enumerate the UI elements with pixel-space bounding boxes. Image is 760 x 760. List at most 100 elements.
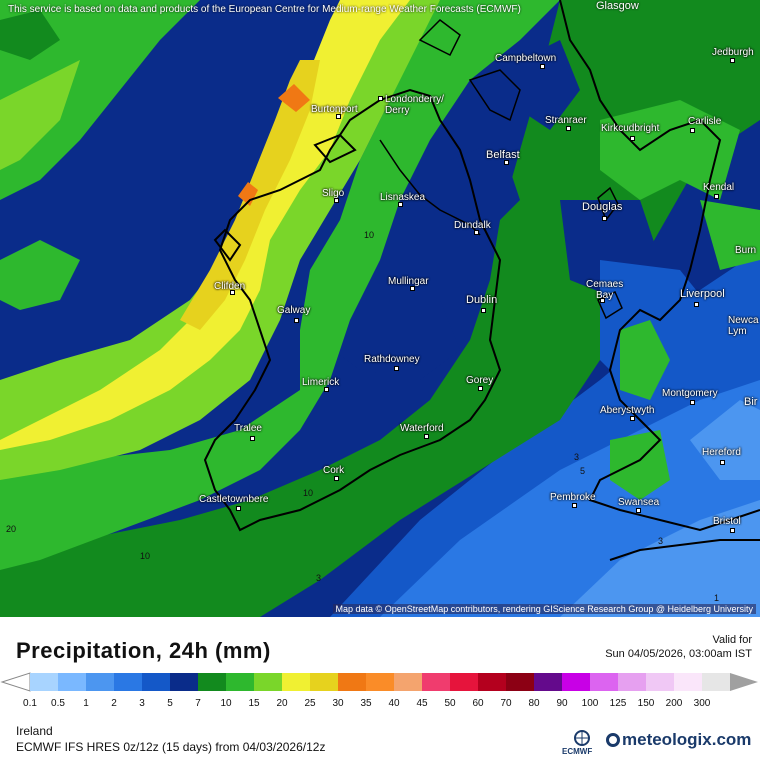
legend-tick-label: 2 [111, 698, 117, 709]
legend-swatch [170, 673, 199, 691]
city-dot [474, 230, 479, 235]
city-kirkcudbright[interactable]: Kirkcudbright [601, 123, 660, 134]
city-burtonport[interactable]: Burtonport [311, 104, 358, 115]
legend-tick-label: 125 [609, 698, 627, 709]
region-label: Ireland [16, 724, 53, 738]
map-attribution[interactable]: Map data © OpenStreetMap contributors, r… [332, 604, 756, 614]
legend-swatch [646, 673, 675, 691]
legend-tick-label: 0.1 [23, 698, 37, 709]
legend-min-arrow [0, 672, 31, 692]
city-montgomery[interactable]: Montgomery [662, 388, 718, 399]
legend-swatch [254, 673, 283, 691]
legend-swatch [674, 673, 703, 691]
city-dot [600, 298, 605, 303]
city-hereford[interactable]: Hereford [702, 447, 741, 458]
color-legend [0, 672, 758, 692]
city-aberystwyth[interactable]: Aberystwyth [600, 405, 655, 416]
chart-title: Precipitation, 24h (mm) [16, 638, 271, 663]
city-lisnaskea[interactable]: Lisnaskea [380, 192, 426, 203]
legend-swatch [506, 673, 535, 691]
city-dot [714, 194, 719, 199]
city-gorey[interactable]: Gorey [466, 375, 494, 386]
legend-swatch [422, 673, 451, 691]
city-limerick[interactable]: Limerick [302, 377, 340, 388]
contour-label: 10 [140, 551, 151, 561]
legend-swatch [282, 673, 311, 691]
legend-max-arrow [730, 673, 758, 691]
legend-swatch [562, 673, 591, 691]
legend-swatch [226, 673, 255, 691]
city-liverpool[interactable]: Liverpool [680, 288, 725, 300]
legend-swatch [394, 673, 423, 691]
city-douglas[interactable]: Douglas [582, 201, 623, 213]
legend-tick-label: 200 [665, 698, 683, 709]
city-cemaes-bay[interactable]: Cemaes Bay [586, 279, 624, 301]
legend-swatch [114, 673, 143, 691]
ecmwf-logo-icon[interactable] [562, 728, 602, 758]
city-jedburgh[interactable]: Jedburgh [712, 47, 754, 58]
city-dot [481, 308, 486, 313]
meteologix-logo[interactable]: meteologix.com [606, 730, 751, 750]
city-dot [334, 476, 339, 481]
legend-tick-label: 150 [637, 698, 655, 709]
edge-label-glasgow: Glasgow [596, 0, 639, 12]
legend-swatch [58, 673, 87, 691]
city-waterford[interactable]: Waterford [400, 423, 444, 434]
city-bir[interactable]: Bir [744, 396, 758, 408]
legend-swatch [450, 673, 479, 691]
city-dot [424, 434, 429, 439]
city-dot [540, 64, 545, 69]
city-dot [250, 436, 255, 441]
legend-swatch [478, 673, 507, 691]
city-dot [636, 508, 641, 513]
city-dot [630, 136, 635, 141]
city-belfast[interactable]: Belfast [486, 149, 520, 161]
legend-swatch [702, 673, 731, 691]
city-burn[interactable]: Burn [735, 245, 757, 256]
city-sligo[interactable]: Sligo [322, 188, 345, 199]
legend-swatch [310, 673, 339, 691]
legend-tick-label: 35 [360, 698, 372, 709]
valid-date: Sun 04/05/2026, 03:00am IST [605, 648, 752, 660]
legend-swatch [534, 673, 563, 691]
city-swansea[interactable]: Swansea [618, 497, 660, 508]
legend-tick-label: 5 [167, 698, 173, 709]
city-rathdowney[interactable]: Rathdowney [364, 354, 420, 365]
city-newcastle-lyme[interactable]: Newca Lym [728, 315, 759, 337]
city-mullingar[interactable]: Mullingar [388, 276, 429, 287]
city-dot [572, 503, 577, 508]
contour-label: 3 [316, 573, 322, 583]
city-dot [236, 506, 241, 511]
city-dublin[interactable]: Dublin [466, 294, 498, 306]
city-dot [336, 114, 341, 119]
legend-tick-label: 10 [220, 698, 232, 709]
legend-tick-label: 25 [304, 698, 316, 709]
model-run-label: ECMWF IFS HRES 0z/12z (15 days) from 04/… [16, 740, 326, 754]
legend-swatch [198, 673, 227, 691]
city-campbeltown[interactable]: Campbeltown [495, 53, 557, 64]
precipitation-map[interactable]: This service is based on data and produc… [0, 0, 760, 617]
city-castletownbere[interactable]: Castletownbere [199, 494, 269, 505]
city-tralee[interactable]: Tralee [234, 423, 262, 434]
legend-tick-label: 60 [472, 698, 484, 709]
city-londonderry[interactable]: Londonderry/ Derry [385, 94, 444, 116]
ecmwf-logo-text: ECMWF [562, 747, 593, 756]
legend-tick-label: 90 [556, 698, 568, 709]
city-carlisle[interactable]: Carlisle [688, 116, 722, 127]
city-dot [730, 58, 735, 63]
city-kendal[interactable]: Kendal [703, 182, 735, 193]
legend-tick-label: 80 [528, 698, 540, 709]
city-bristol[interactable]: Bristol [713, 516, 741, 527]
city-cork[interactable]: Cork [323, 465, 345, 476]
legend-tick-label: 40 [388, 698, 400, 709]
city-clifden[interactable]: Clifden [214, 281, 246, 292]
city-dot [398, 202, 403, 207]
city-dundalk[interactable]: Dundalk [454, 220, 491, 231]
city-pembroke[interactable]: Pembroke [550, 492, 596, 503]
legend-swatch [590, 673, 619, 691]
city-dot [690, 128, 695, 133]
legend-tick-label: 100 [581, 698, 599, 709]
city-stranraer[interactable]: Stranraer [545, 115, 587, 126]
city-galway[interactable]: Galway [277, 305, 311, 316]
city-dot [504, 160, 509, 165]
